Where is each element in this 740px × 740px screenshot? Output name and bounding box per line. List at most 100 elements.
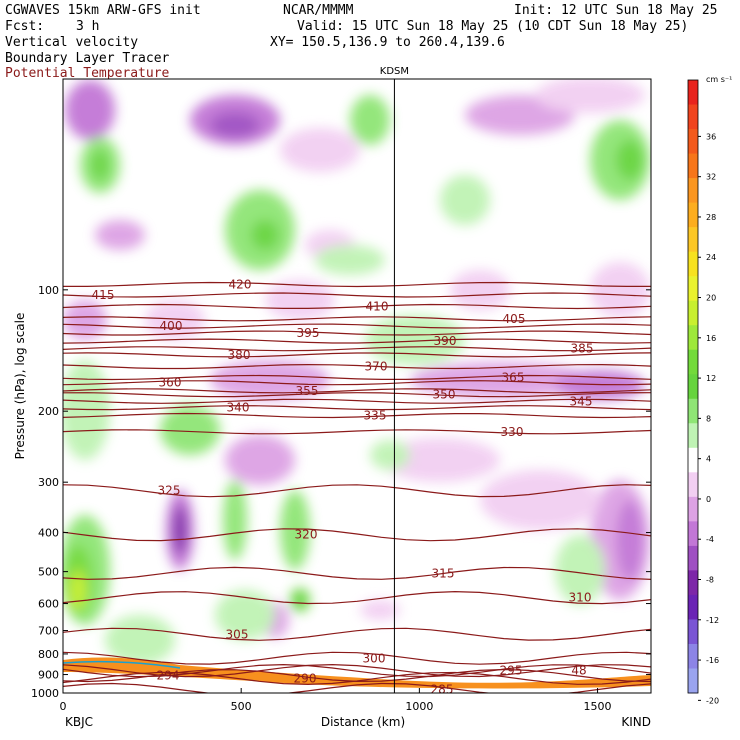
theta-contour-label: 290	[294, 671, 317, 685]
x-axis-label: Distance (km)	[321, 715, 405, 729]
colorbar-swatch	[688, 472, 698, 498]
fcst-label: Fcst:	[5, 19, 45, 34]
colorbar-swatch	[688, 300, 698, 326]
colorbar-tick-label: -12	[706, 616, 719, 625]
theta-contour-label: 305	[226, 627, 249, 641]
colorbar-swatch	[688, 227, 698, 253]
theta-contour	[63, 292, 651, 298]
theta-contour	[63, 412, 651, 419]
theta-contour-label: 395	[297, 326, 320, 340]
theta-contour	[63, 303, 651, 310]
xy-coords: XY= 150.5,136.9 to 260.4,139.6	[270, 35, 505, 50]
theta-contour-label: 300	[363, 651, 386, 665]
colorbar-tick-label: -8	[706, 576, 714, 585]
colorbar-swatch	[688, 545, 698, 571]
y-tick-label: 200	[38, 405, 59, 418]
colorbar-tick-label: 12	[706, 374, 716, 383]
theta-contour-label: 365	[502, 371, 525, 385]
theta-contour-label: 285	[431, 682, 454, 696]
theta-contour-label: 420	[229, 277, 252, 291]
theta-contour-lines: 415 420 410 405 400 395 390 385 380 370 365 360 355 3…	[63, 277, 651, 696]
theta-contour	[63, 346, 651, 352]
y-tick-label: 800	[38, 648, 59, 661]
colorbar-swatch	[688, 496, 698, 522]
y-axis-label: Pressure (hPa), log scale	[13, 313, 27, 460]
colorbar-swatch	[688, 349, 698, 375]
theta-contour	[63, 566, 651, 580]
colorbar-tick-label: 0	[706, 495, 711, 504]
colorbar-tick-label: 24	[706, 253, 716, 262]
theta-contour	[63, 682, 651, 693]
colorbar-tick-label: 4	[706, 455, 711, 464]
colorbar-tick-label: 32	[706, 173, 716, 182]
colorbar-swatch	[688, 521, 698, 547]
theta-contour-label: 370	[365, 360, 388, 374]
theta-contour-label: 330	[501, 425, 524, 439]
theta-contour-label: 380	[228, 348, 251, 362]
colorbar-swatch	[688, 129, 698, 155]
theta-contour	[63, 590, 651, 605]
theta-contour-label: 360	[159, 376, 182, 390]
theta-contour-label: 355	[296, 384, 319, 398]
theta-contour	[63, 316, 651, 322]
theta-contour	[63, 281, 651, 288]
theta-contour	[63, 398, 651, 404]
colorbar-tick-label: 8	[706, 414, 711, 423]
theta-contour	[63, 388, 651, 394]
x-tick-label: 0	[60, 700, 67, 713]
colorbar-swatch	[688, 619, 698, 645]
field-boundary-layer-tracer: Boundary Layer Tracer	[5, 51, 170, 66]
colorbar-tick-label: 28	[706, 213, 716, 222]
theta-contour-label: 340	[227, 401, 250, 415]
theta-contour	[63, 663, 651, 678]
field-potential-temperature: Potential Temperature	[5, 66, 170, 81]
colorbar-tick-label: -4	[706, 535, 714, 544]
theta-contour	[63, 392, 651, 398]
valid-time: Valid: 15 UTC Sun 18 May 25 (10 CDT Sun …	[297, 19, 689, 34]
theta-contour	[63, 484, 651, 498]
theta-contour	[63, 429, 651, 435]
theta-contour	[63, 627, 651, 641]
right-station-label: KIND	[621, 715, 651, 729]
y-tick-label: 900	[38, 669, 59, 682]
chart-title: KDSM	[380, 66, 409, 77]
theta-contour-label: 310	[569, 591, 592, 605]
org-label: NCAR/MMMM	[283, 3, 354, 18]
colorbar-swatch	[688, 643, 698, 669]
theta-contour	[63, 323, 651, 329]
x-tick-label: 1500	[584, 700, 612, 713]
fcst-value: 3 h	[76, 19, 100, 34]
theta-contour	[63, 330, 651, 336]
colorbar-tick-label: 16	[706, 334, 716, 343]
axis-ticks: 0 500 1000 1500 100 200 300 400 500 600 700 800 900 1…	[31, 284, 651, 713]
theta-contour	[63, 528, 651, 542]
colorbar-swatch	[688, 374, 698, 400]
left-station-label: KBJC	[65, 715, 93, 729]
theta-contour-label: 320	[295, 528, 318, 542]
y-tick-label: 1000	[31, 687, 59, 700]
theta-contour-label: 410	[366, 300, 389, 314]
plot-frame	[62, 78, 652, 694]
colorbar-swatch	[688, 423, 698, 449]
x-tick-label: 1000	[405, 700, 433, 713]
colorbar-unit: cm s⁻¹	[706, 75, 732, 84]
colorbar-tick-label: 20	[706, 294, 716, 303]
theta-contour-label: 415	[92, 288, 115, 302]
vertical-velocity-field: 415 420 410 405 400 395 390 385 380 370 365 360 355 3…	[63, 79, 651, 696]
colorbar-swatch	[688, 668, 698, 694]
theta-contour	[63, 663, 651, 678]
colorbar-swatch	[688, 325, 698, 351]
field-vertical-velocity: Vertical velocity	[5, 35, 139, 50]
theta-contour	[63, 338, 651, 344]
colorbar-swatch	[688, 178, 698, 204]
model-title: CGWAVES 15km ARW-GFS init	[5, 3, 201, 18]
theta-contour-label: 385	[571, 342, 594, 356]
theta-contour-label: 345	[570, 394, 593, 408]
theta-contour-label: 315	[432, 566, 455, 580]
theta-contour-label: 390	[434, 334, 457, 348]
theta-contour-label: 350	[433, 388, 456, 402]
y-tick-label: 300	[38, 476, 59, 489]
init-time: Init: 12 UTC Sun 18 May 25	[514, 3, 718, 18]
theta-contour	[63, 405, 651, 411]
